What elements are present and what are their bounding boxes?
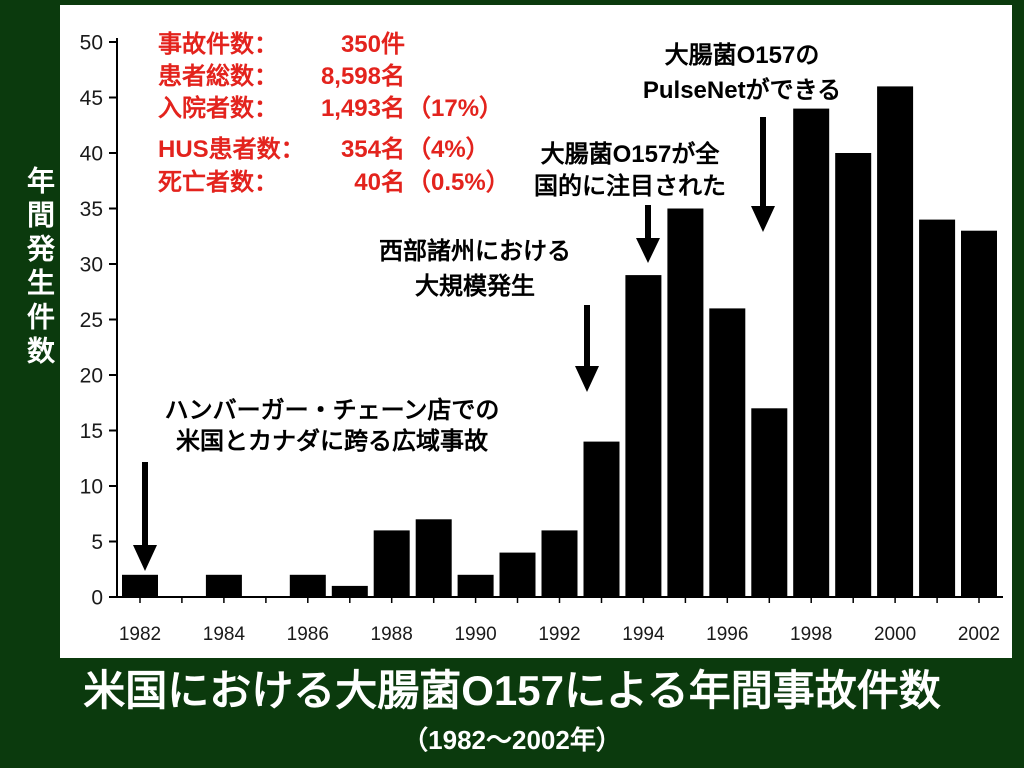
- bar-1987: [331, 585, 368, 597]
- bar-1989: [415, 519, 452, 597]
- stat-value: 8,598名: [320, 63, 405, 90]
- bar-1984: [205, 574, 242, 597]
- x-tick-label: 1994: [622, 624, 665, 645]
- x-tick-label: 1992: [538, 624, 580, 645]
- x-tick-label: 2002: [958, 624, 1000, 645]
- y-tick-label: 20: [80, 365, 103, 388]
- y-tick-label: 15: [80, 420, 103, 443]
- y-tick-label: 25: [80, 309, 103, 332]
- arrows: [133, 117, 775, 571]
- stat-percent: （17%）: [407, 95, 504, 122]
- y-tick-label: 50: [80, 32, 103, 55]
- stat-percent: （0.5%）: [407, 169, 510, 196]
- stat-value: 350件: [340, 31, 405, 58]
- x-tick-label: 1984: [203, 624, 246, 645]
- arrow-pulsenet: [751, 117, 775, 232]
- stat-row-total-patients: 患者総数： 8,598名: [158, 62, 518, 92]
- annotation-pulsenet: 大腸菌O157の PulseNetができる: [612, 38, 872, 108]
- y-tick-label: 10: [80, 476, 103, 499]
- annotation-line: 米国とカナダに跨る広域事故: [176, 428, 488, 455]
- bar-2002: [961, 230, 997, 597]
- x-tick-label: 1988: [371, 624, 413, 645]
- x-tick-label: 1998: [790, 624, 832, 645]
- annotation-line: 大腸菌O157が全: [540, 141, 720, 168]
- arrow-national-attention: [636, 205, 660, 263]
- y-tick-label: 35: [80, 198, 103, 221]
- x-tick-label: 1982: [119, 624, 161, 645]
- stat-value: 354名: [340, 136, 405, 163]
- y-tick-label: 5: [91, 531, 103, 554]
- stat-label: 死亡者数：: [158, 169, 278, 196]
- stat-label: 事故件数：: [158, 31, 278, 58]
- y-tick-label: 45: [80, 87, 103, 110]
- stat-row-hus-patients: HUS患者数： 354名 （4%）: [158, 135, 518, 165]
- slide-title: 米国における大腸菌O157による年間事故件数: [83, 667, 941, 714]
- arrow-hamburger-outbreak: [133, 462, 157, 571]
- slide-subtitle: （1982〜2002年）: [402, 725, 622, 755]
- summary-stats: 事故件数： 350件 患者総数： 8,598名 入院者数： 1,493名 （17…: [158, 0, 518, 205]
- annotation-line: 大腸菌O157の: [664, 42, 820, 69]
- annotation-line: 国的に注目された: [534, 173, 726, 200]
- x-tick-label: 2000: [874, 624, 916, 645]
- annotation-line: ハンバーガー・チェーン店での: [164, 397, 500, 424]
- stat-label: HUS患者数：: [158, 136, 305, 163]
- bar-1988: [373, 530, 410, 597]
- x-tick-label: 1986: [287, 624, 329, 645]
- stat-label: 入院者数：: [158, 95, 278, 122]
- stat-row-hospitalized: 入院者数： 1,493名 （17%）: [158, 94, 518, 124]
- bar-1994: [625, 275, 662, 597]
- annotation-line: 大規模発生: [415, 273, 535, 300]
- y-axis: [109, 38, 118, 598]
- stat-row-deaths: 死亡者数： 40名 （0.5%）: [158, 168, 518, 198]
- stat-row-total-incidents: 事故件数： 350件: [158, 30, 518, 60]
- stat-label: 患者総数：: [158, 63, 278, 90]
- bar-1992: [541, 530, 578, 597]
- bars: [122, 86, 997, 598]
- bar-1982: [122, 574, 158, 597]
- y-tick-labels: 0 5 10 15 20 25 30 35 40 45 50: [80, 32, 103, 610]
- annotation-western-states-outbreak: 西部諸州における 大規模発生: [345, 234, 605, 304]
- stat-value: 40名: [354, 169, 405, 196]
- x-tick-label: 1990: [454, 624, 496, 645]
- annotation-hamburger-outbreak: ハンバーガー・チェーン店での 米国とカナダに跨る広域事故: [132, 395, 532, 457]
- y-tick-label: 30: [80, 254, 103, 277]
- bar-1995: [667, 208, 704, 597]
- y-tick-label: 40: [80, 143, 103, 166]
- annotation-line: 西部諸州における: [379, 238, 571, 265]
- bar-1997: [751, 408, 788, 597]
- x-tick-label: 1996: [706, 624, 748, 645]
- annotation-line: PulseNetができる: [642, 77, 842, 104]
- annotation-national-attention: 大腸菌O157が全 国的に注目された: [500, 139, 760, 203]
- stat-value: 1,493名: [320, 95, 405, 122]
- bar-1986: [289, 574, 326, 597]
- bar-1990: [457, 574, 494, 597]
- bar-2000: [877, 86, 914, 598]
- bar-1998: [793, 108, 830, 597]
- bar-2001: [919, 219, 956, 597]
- bar-1993: [583, 441, 620, 597]
- x-tick-labels: 1982 1984 1986 1988 1990 1992 1994 1996 1998 2000…: [119, 624, 1000, 645]
- y-tick-label: 0: [91, 587, 103, 610]
- bar-1999: [835, 153, 872, 597]
- arrow-western-states-outbreak: [575, 305, 599, 392]
- bar-1991: [499, 552, 536, 597]
- x-axis: [117, 596, 1003, 603]
- y-axis-label: 年間発生件数: [24, 166, 55, 370]
- bar-1996: [709, 308, 746, 597]
- stat-percent: （4%）: [407, 136, 490, 163]
